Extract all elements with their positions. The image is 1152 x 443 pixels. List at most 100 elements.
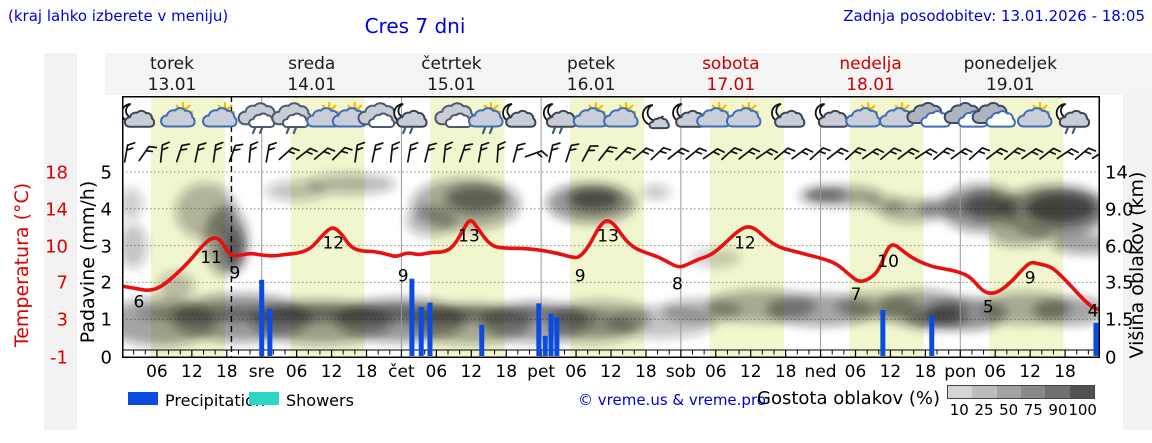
wind-barb (1021, 147, 1044, 160)
wind-barb (389, 141, 401, 163)
time-tick-label: 06 (704, 362, 727, 382)
cloud-height-tick-label: 3.5 (1105, 272, 1134, 294)
wind-barb (968, 147, 991, 161)
wind-barb (880, 147, 902, 160)
day-date: 17.01 (706, 75, 756, 95)
time-tick-label: 12 (600, 362, 622, 382)
svg-text:12: 12 (322, 234, 344, 254)
day-name: sreda (288, 54, 336, 74)
svg-text:5: 5 (983, 298, 994, 318)
chart-frame (122, 96, 1100, 358)
time-tick-label: 06 (425, 362, 448, 382)
wind-barb (985, 147, 1008, 160)
wind-barb (248, 141, 259, 163)
precipitation-legend-label: Precipitation (165, 391, 266, 410)
wind-barb (354, 141, 366, 163)
time-tick-label: 18 (215, 362, 238, 382)
wind-barb (914, 148, 938, 160)
colorbar-segment (972, 386, 997, 398)
temp-tick-label: 7 (56, 272, 68, 294)
wind-barb (738, 147, 761, 160)
day-abbr-label: ned (804, 362, 837, 382)
credit-link[interactable]: © vreme.us & vreme.pro (578, 391, 766, 409)
wind-barb (496, 141, 506, 163)
wind-barb (598, 146, 618, 162)
wind-barb (159, 141, 171, 163)
cloud-density-tick: 50 (999, 401, 1019, 419)
svg-text:4: 4 (1088, 301, 1099, 321)
temp-tick-label: 14 (45, 199, 68, 221)
wind-barb (194, 142, 207, 163)
colorbar-segment (948, 386, 973, 398)
day-date: 14.01 (287, 75, 337, 95)
colorbar-segment (1069, 386, 1094, 398)
wind-barb (138, 145, 158, 162)
colorbar-segment (1045, 386, 1070, 398)
weather-icon-moon (641, 104, 670, 130)
weather-icon-moon-cloud-drizzle (1055, 103, 1090, 135)
wind-barb (702, 147, 725, 160)
wind-barb (212, 141, 224, 163)
day-abbr-label: pet (527, 362, 556, 382)
wind-barb (331, 146, 353, 161)
temperature-value-labels: 6 11 9 12 9 13 9 13 8 12 7 10 5 9 4 (133, 227, 1098, 322)
wind-barb (791, 147, 814, 160)
showers-swatch (249, 392, 279, 405)
wind-barb (844, 147, 867, 161)
wind-barb (632, 147, 654, 160)
day-name: nedelja (839, 54, 902, 74)
wind-barb (809, 147, 831, 161)
cloud-height-tick-label: 1.5 (1105, 309, 1134, 331)
day-date: 19.01 (985, 75, 1035, 95)
wind-barb (755, 148, 779, 160)
time-tick-label: 06 (285, 362, 308, 382)
time-tick-label: 18 (914, 362, 937, 382)
time-tick-label: 18 (1054, 362, 1076, 382)
weather-icon-clouds (971, 102, 1016, 128)
wind-barb (123, 141, 136, 163)
day-date: 13.01 (147, 75, 197, 95)
time-tick-label: 18 (495, 362, 518, 382)
cloud-density-label: Gostota oblakov (%) (757, 388, 941, 409)
svg-text:7: 7 (851, 285, 862, 305)
time-tick-label: 12 (320, 362, 343, 382)
showers-legend-label: Showers (286, 391, 354, 410)
svg-text:11: 11 (200, 248, 222, 268)
time-tick-label: 12 (181, 362, 203, 382)
weather-icon-moon-cloud-drizzle (393, 103, 428, 135)
wind-barb (458, 143, 474, 163)
wind-barb (667, 147, 690, 160)
weather-icon-sun-cloud (160, 101, 196, 128)
page-title: Cres 7 dni (364, 14, 466, 38)
cloud-height-tick-label: 14 (1105, 162, 1128, 184)
time-tick-label: 12 (460, 362, 483, 382)
weather-icon-cloud (434, 102, 476, 129)
day-date: 16.01 (566, 75, 616, 95)
precipitation-swatch (128, 392, 158, 405)
svg-text:13: 13 (597, 227, 619, 247)
precip-tick-label: 2 (100, 272, 112, 294)
temp-tick-label: 3 (56, 309, 68, 331)
svg-text:8: 8 (672, 274, 683, 294)
weather-icon-moon-cloud (502, 103, 537, 128)
cloud-density-layer (122, 174, 1100, 346)
weather-icon-sun-cloud-drizzle (468, 101, 504, 135)
wind-barb (565, 143, 580, 163)
wind-barb (1003, 147, 1026, 160)
wind-barb (861, 147, 885, 160)
precip-tick-label: 4 (100, 199, 112, 221)
precip-tick-label: 5 (100, 162, 112, 184)
day-name: četrtek (421, 54, 482, 74)
day-name: sobota (702, 54, 760, 74)
precip-tick-label: 1 (100, 309, 112, 331)
wind-barb (1056, 148, 1079, 160)
time-tick-label: 18 (635, 362, 657, 382)
wind-barb (1074, 147, 1097, 160)
cloud-height-tick-label: 0 (1105, 347, 1117, 369)
weather-icon-sun-cloud (845, 101, 881, 128)
weather-icon-sun-cloud (1016, 101, 1053, 128)
weather-icon-sun-cloud (725, 101, 762, 128)
weather-icon-cloud-drizzle (237, 102, 279, 135)
wind-barb (175, 143, 191, 163)
